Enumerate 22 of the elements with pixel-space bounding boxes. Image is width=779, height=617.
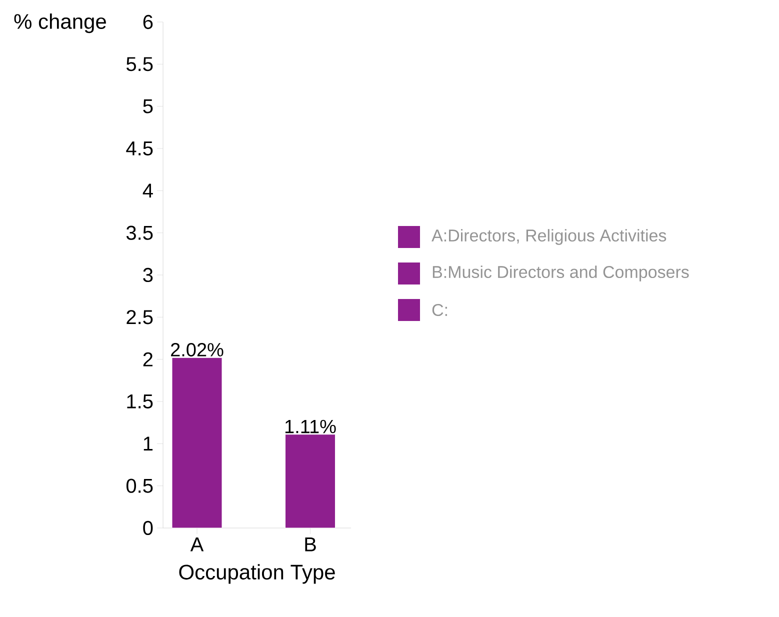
y-tick-label: 1.5 — [127, 394, 153, 408]
y-axis-title: % change — [14, 14, 106, 34]
y-tick-label: 4.5 — [126, 142, 153, 156]
y-tick-label: 1 — [144, 436, 153, 451]
x-tick-label: A — [190, 538, 204, 552]
y-tick-label: 5.5 — [126, 57, 153, 72]
y-tick-label: 6 — [143, 14, 153, 30]
y-tick-label: 0.5 — [126, 478, 153, 493]
y-tick-label: 5 — [143, 99, 153, 114]
text: B:Music Directors and Composers — [432, 266, 689, 282]
x-tick-label: B — [305, 538, 316, 552]
y-tick-label: 3 — [143, 268, 153, 282]
text: A:Directors, Religious Activities — [432, 229, 666, 245]
data-label: 2.02% — [171, 342, 224, 356]
y-tick-label: 2 — [143, 352, 152, 366]
y-tick-label: 0 — [143, 520, 153, 536]
data-label: 1.11% — [285, 420, 336, 434]
y-tick-label: 2.5 — [126, 310, 153, 324]
text: C: — [432, 304, 447, 316]
x-axis-title: Occupation Type — [179, 564, 335, 584]
y-tick-label: 4 — [142, 184, 153, 198]
y-tick-label: 3.5 — [126, 226, 153, 240]
